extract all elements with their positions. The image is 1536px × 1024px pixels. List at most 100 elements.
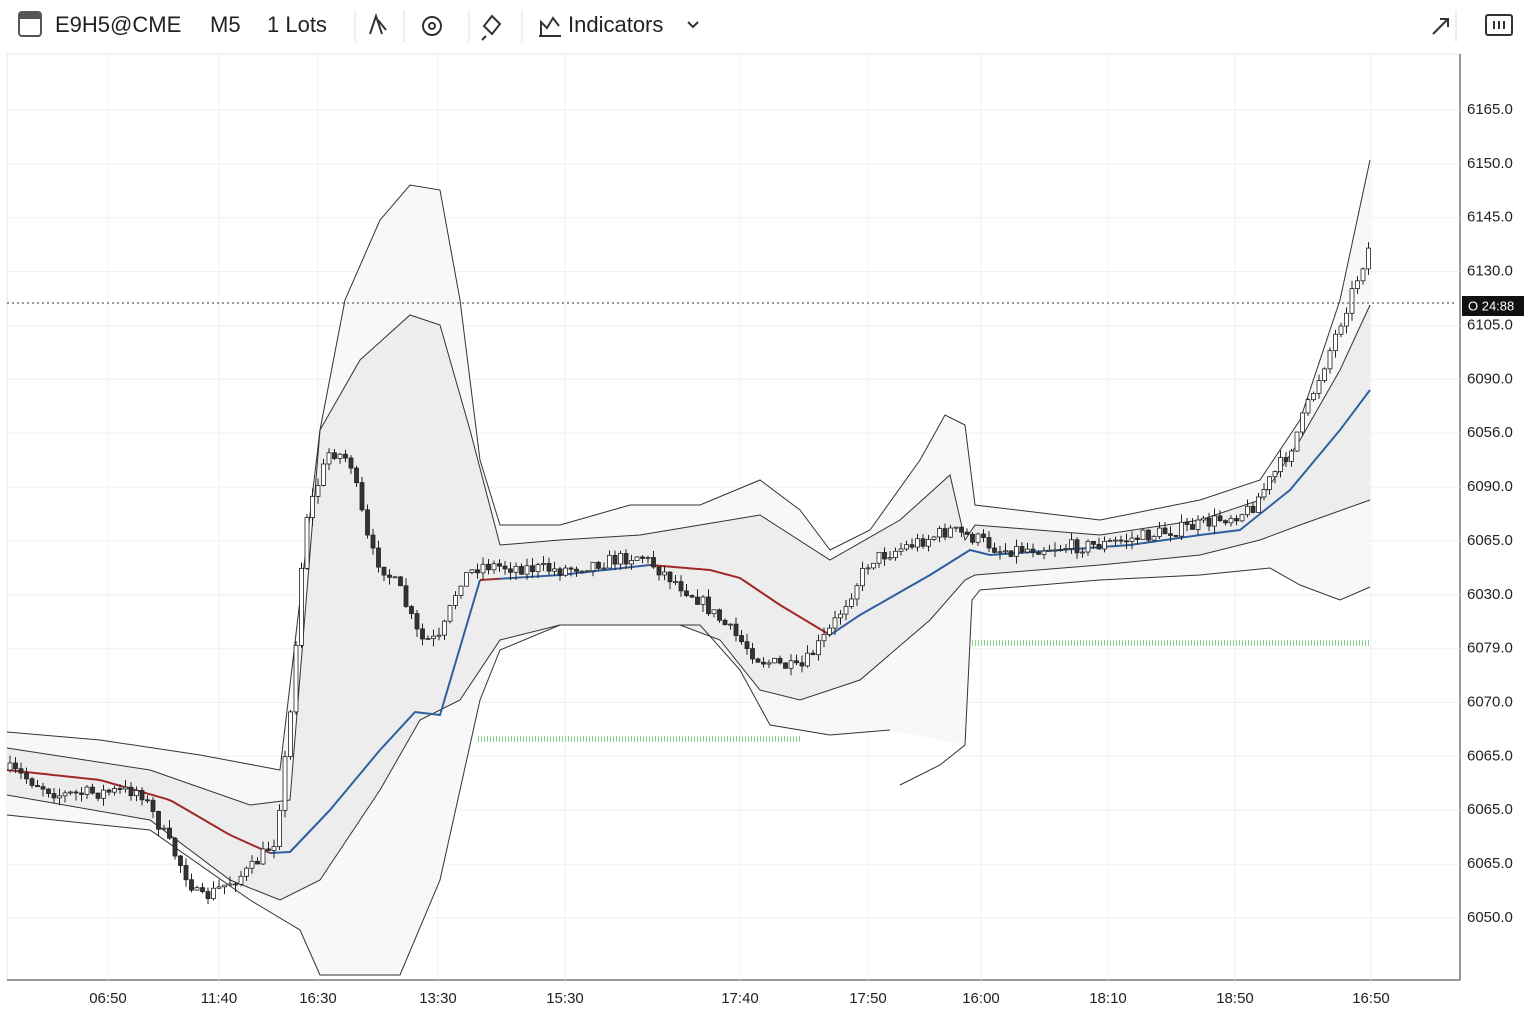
candle-body bbox=[1008, 550, 1014, 557]
candle-body bbox=[552, 568, 557, 572]
settings-icon[interactable] bbox=[422, 16, 442, 36]
candle-body bbox=[458, 585, 464, 596]
candle-body bbox=[794, 660, 799, 664]
candle-body bbox=[1360, 268, 1366, 282]
candle-body bbox=[1179, 521, 1184, 537]
candle-body bbox=[860, 568, 865, 587]
time-label: 15:30 bbox=[546, 990, 584, 1007]
expand-icon[interactable] bbox=[1432, 18, 1449, 35]
candle-body bbox=[238, 875, 244, 885]
candle-body bbox=[480, 563, 486, 574]
settings-icon-center bbox=[428, 22, 436, 30]
candle-body bbox=[1316, 380, 1322, 394]
toolbar: E9H5@CME M5 1 Lots Indicators bbox=[18, 10, 1513, 42]
timeframe[interactable]: M5 bbox=[210, 12, 241, 37]
candle-body bbox=[1173, 535, 1179, 537]
candle-body bbox=[420, 628, 425, 640]
candle-body bbox=[90, 786, 95, 794]
candle-body bbox=[1267, 476, 1272, 490]
candle-body bbox=[975, 533, 981, 543]
candle-body bbox=[1212, 515, 1217, 527]
candle-body bbox=[596, 561, 601, 569]
candle-body bbox=[882, 551, 887, 560]
candle-body bbox=[387, 574, 392, 578]
candle-body bbox=[1338, 325, 1344, 335]
candle-body bbox=[508, 568, 513, 573]
candle-body bbox=[84, 786, 90, 795]
candle-body bbox=[343, 453, 348, 459]
lots[interactable]: 1 Lots bbox=[267, 12, 327, 37]
price-label: 6105.0 bbox=[1467, 316, 1513, 333]
candle-body bbox=[535, 564, 541, 573]
candle-body bbox=[1129, 537, 1135, 542]
candle-body bbox=[354, 467, 359, 484]
candle-body bbox=[1058, 549, 1063, 551]
candle-body bbox=[1168, 533, 1173, 536]
price-label: 6090.0 bbox=[1467, 370, 1513, 387]
candle-body bbox=[618, 553, 623, 565]
candle-body bbox=[469, 569, 475, 573]
indicators-icon[interactable] bbox=[539, 16, 561, 37]
candle-body bbox=[854, 585, 860, 600]
candle-body bbox=[953, 526, 959, 529]
candle-body bbox=[568, 567, 574, 570]
candle-body bbox=[1272, 471, 1278, 478]
candle-body bbox=[1146, 529, 1151, 541]
candle-body bbox=[904, 544, 909, 550]
candle-body bbox=[18, 768, 24, 774]
indicators-menu[interactable]: Indicators bbox=[568, 12, 663, 37]
candle-body bbox=[486, 563, 491, 571]
candle-body bbox=[574, 568, 579, 572]
candle-body bbox=[541, 563, 546, 565]
candles bbox=[7, 241, 1371, 905]
price-label: 6050.0 bbox=[1467, 909, 1513, 926]
time-label: 06:50 bbox=[89, 990, 127, 1007]
band-line bbox=[899, 567, 1371, 786]
candle-body bbox=[1366, 247, 1371, 270]
candle-body bbox=[1091, 540, 1096, 545]
candle-body bbox=[29, 778, 35, 786]
price-label: 6150.0 bbox=[1467, 155, 1513, 172]
axes: 06:50 11:40 16:30 13:30 15:30 17:40 17:50 16:00… bbox=[7, 101, 1524, 1007]
candle-body bbox=[161, 827, 167, 830]
candle-body bbox=[392, 576, 398, 579]
time-label: 13:30 bbox=[419, 990, 457, 1007]
candle-body bbox=[282, 756, 288, 811]
price-label: 6065.0 bbox=[1467, 801, 1513, 818]
time-label: 17:40 bbox=[721, 990, 759, 1007]
candle-body bbox=[178, 855, 183, 866]
candle-body bbox=[1151, 536, 1157, 541]
candle-body bbox=[524, 565, 530, 575]
candle-body bbox=[640, 556, 645, 559]
candle-body bbox=[167, 827, 172, 839]
candle-body bbox=[414, 613, 420, 630]
candle-body bbox=[1162, 527, 1168, 535]
compare-icon[interactable] bbox=[369, 12, 387, 35]
candle-body bbox=[898, 548, 904, 552]
candle-body bbox=[695, 596, 700, 605]
layout-icon[interactable] bbox=[1485, 14, 1513, 36]
candle-body bbox=[755, 658, 761, 663]
candle-body bbox=[1118, 539, 1124, 542]
candle-body bbox=[948, 527, 953, 538]
candle-body bbox=[689, 595, 695, 598]
candle-body bbox=[579, 570, 585, 573]
price-label: 6065.0 bbox=[1467, 532, 1513, 549]
drawing-icon[interactable] bbox=[481, 14, 502, 41]
candle-body bbox=[706, 596, 711, 615]
candle-body bbox=[1041, 550, 1047, 555]
candle-body bbox=[519, 565, 524, 575]
candle-body bbox=[337, 453, 343, 459]
candle-body bbox=[634, 556, 640, 561]
dropdown-caret bbox=[687, 21, 699, 29]
symbol[interactable]: E9H5@CME bbox=[55, 12, 181, 37]
candle-body bbox=[277, 809, 282, 847]
candle-body bbox=[722, 619, 728, 626]
candle-body bbox=[717, 609, 722, 621]
candle-body bbox=[761, 661, 766, 665]
bands bbox=[6, 159, 1371, 976]
candle-body bbox=[1085, 540, 1091, 553]
candle-body bbox=[1245, 505, 1250, 516]
candle-body bbox=[304, 517, 310, 569]
